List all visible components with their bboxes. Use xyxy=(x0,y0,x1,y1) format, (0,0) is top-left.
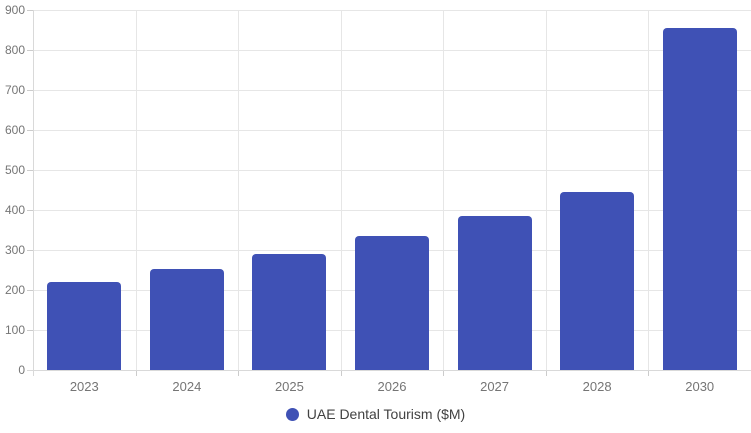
y-tick-mark xyxy=(27,170,33,171)
gridline-horizontal xyxy=(33,10,751,11)
y-tick-mark xyxy=(27,330,33,331)
y-tick-mark xyxy=(27,290,33,291)
y-axis-tick-label: 600 xyxy=(4,123,25,137)
y-tick-mark xyxy=(27,250,33,251)
gridline-vertical xyxy=(238,10,240,370)
x-tick-mark xyxy=(648,370,650,376)
x-axis-tick-label: 2027 xyxy=(480,379,510,394)
x-tick-mark xyxy=(340,370,342,376)
gridline-vertical xyxy=(545,10,547,370)
y-axis-tick-label: 300 xyxy=(4,243,25,257)
bar-2028[interactable] xyxy=(560,192,635,370)
gridline-vertical xyxy=(648,10,650,370)
x-axis-tick-label: 2023 xyxy=(69,379,99,394)
bar-2027[interactable] xyxy=(457,216,532,370)
y-tick-mark xyxy=(27,10,33,11)
y-axis-tick-label: 900 xyxy=(4,3,25,17)
y-axis-tick-label: 100 xyxy=(4,323,25,337)
y-axis-line xyxy=(33,10,34,376)
bar-2030[interactable] xyxy=(662,28,737,370)
x-tick-mark xyxy=(443,370,445,376)
gridline-horizontal xyxy=(33,130,751,131)
x-tick-mark xyxy=(238,370,240,376)
bar-2024[interactable] xyxy=(149,268,224,370)
x-tick-mark xyxy=(545,370,547,376)
legend-marker-icon xyxy=(285,407,299,421)
x-axis-line xyxy=(27,370,751,371)
y-axis-tick-label: 500 xyxy=(4,163,25,177)
gridline-horizontal xyxy=(33,170,751,171)
x-axis-tick-label: 2025 xyxy=(274,379,304,394)
y-tick-mark xyxy=(27,90,33,91)
y-tick-mark xyxy=(27,50,33,51)
bar-2023[interactable] xyxy=(47,282,122,370)
y-axis-tick-label: 200 xyxy=(4,283,25,297)
y-axis-tick-label: 0 xyxy=(18,363,25,377)
x-axis-tick-label: 2030 xyxy=(685,379,715,394)
y-tick-mark xyxy=(27,130,33,131)
gridline-horizontal xyxy=(33,90,751,91)
x-axis-tick-label: 2026 xyxy=(377,379,407,394)
x-axis-tick-label: 2028 xyxy=(582,379,612,394)
legend-series-label: UAE Dental Tourism ($M) xyxy=(306,406,466,422)
y-tick-mark xyxy=(27,210,33,211)
y-axis-tick-label: 700 xyxy=(4,83,25,97)
y-axis-tick-label: 800 xyxy=(4,43,25,57)
bar-2025[interactable] xyxy=(252,254,327,370)
y-axis-tick-label: 400 xyxy=(4,203,25,217)
x-tick-mark xyxy=(135,370,137,376)
gridline-horizontal xyxy=(33,50,751,51)
x-axis-tick-label: 2024 xyxy=(172,379,202,394)
gridline-vertical xyxy=(340,10,342,370)
gridline-horizontal xyxy=(33,210,751,211)
gridline-vertical xyxy=(443,10,445,370)
gridline-vertical xyxy=(135,10,137,370)
bar-2026[interactable] xyxy=(355,236,429,370)
legend-item[interactable]: UAE Dental Tourism ($M) xyxy=(0,405,751,423)
